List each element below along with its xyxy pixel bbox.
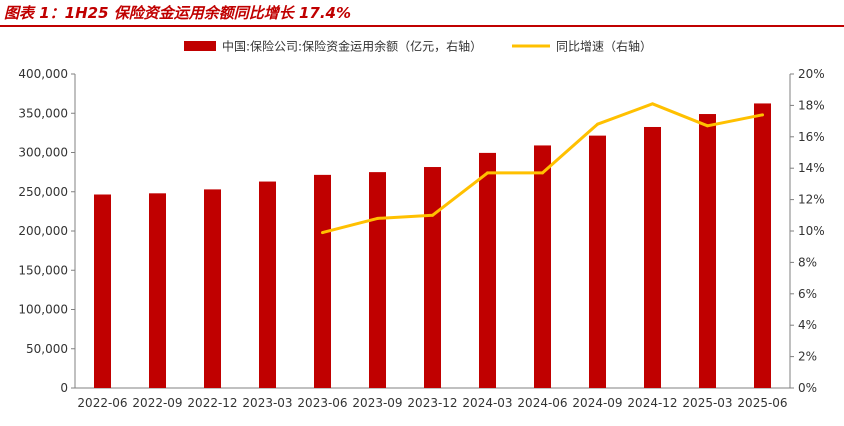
x-axis-tick-label: 2024-09	[572, 396, 622, 410]
growth-rate-point	[651, 102, 654, 106]
right-axis-tick-label: 6%	[798, 287, 817, 301]
right-axis-tick-label: 2%	[798, 350, 817, 364]
left-axis-tick-label: 100,000	[18, 303, 68, 317]
legend-swatch-bar	[184, 41, 216, 51]
bar	[479, 152, 496, 388]
growth-rate-point	[486, 171, 489, 175]
growth-rate-point	[596, 122, 599, 126]
growth-rate-point	[431, 213, 434, 217]
x-axis-tick-label: 2022-09	[132, 396, 182, 410]
x-axis-tick-label: 2023-03	[242, 396, 292, 410]
left-axis-tick-label: 200,000	[18, 224, 68, 238]
right-axis-tick-label: 20%	[798, 67, 825, 81]
growth-rate-point	[321, 231, 324, 235]
bar	[754, 103, 771, 388]
bar	[259, 181, 276, 388]
growth-rate-point	[376, 216, 379, 220]
bar	[534, 145, 551, 388]
x-axis-tick-label: 2023-09	[352, 396, 402, 410]
bar	[204, 189, 221, 388]
x-axis-tick-label: 2023-06	[297, 396, 347, 410]
right-axis-tick-label: 14%	[798, 161, 825, 175]
x-axis-tick-label: 2025-03	[682, 396, 732, 410]
x-axis-tick-label: 2023-12	[407, 396, 457, 410]
left-axis-tick-label: 300,000	[18, 146, 68, 160]
right-axis-tick-label: 12%	[798, 193, 825, 207]
x-axis-tick-label: 2022-06	[77, 396, 127, 410]
bar	[589, 135, 606, 388]
left-axis-tick-label: 0	[60, 381, 68, 395]
growth-rate-point	[706, 124, 709, 128]
left-axis-tick-label: 400,000	[18, 67, 68, 81]
right-axis-tick-label: 4%	[798, 318, 817, 332]
left-axis-tick-label: 150,000	[18, 263, 68, 277]
growth-rate-point	[541, 171, 544, 175]
x-axis-tick-label: 2024-06	[517, 396, 567, 410]
bar	[94, 194, 111, 388]
x-axis-tick-label: 2024-03	[462, 396, 512, 410]
right-axis-tick-label: 0%	[798, 381, 817, 395]
legend-label-bar: 中国:保险公司:保险资金运用余额（亿元，右轴）	[222, 39, 482, 54]
right-axis-tick-label: 16%	[798, 130, 825, 144]
bar	[149, 193, 166, 388]
right-axis-tick-label: 8%	[798, 255, 817, 269]
bar	[314, 174, 331, 388]
bar	[644, 126, 661, 389]
title-divider	[0, 25, 844, 27]
left-axis-tick-label: 50,000	[26, 342, 68, 356]
bar	[369, 172, 386, 388]
left-axis-tick-label: 250,000	[18, 185, 68, 199]
figure-title: 图表 1：1H25 保险资金运用余额同比增长 17.4%	[4, 4, 352, 22]
growth-rate-point	[761, 113, 764, 117]
right-axis-tick-label: 18%	[798, 98, 825, 112]
bar	[699, 114, 716, 388]
legend-label-line: 同比增速（右轴）	[556, 39, 652, 54]
left-axis-tick-label: 350,000	[18, 106, 68, 120]
x-axis-tick-label: 2025-06	[737, 396, 787, 410]
x-axis-tick-label: 2022-12	[187, 396, 237, 410]
bar	[424, 167, 441, 388]
x-axis-tick-label: 2024-12	[627, 396, 677, 410]
right-axis-tick-label: 10%	[798, 224, 825, 238]
